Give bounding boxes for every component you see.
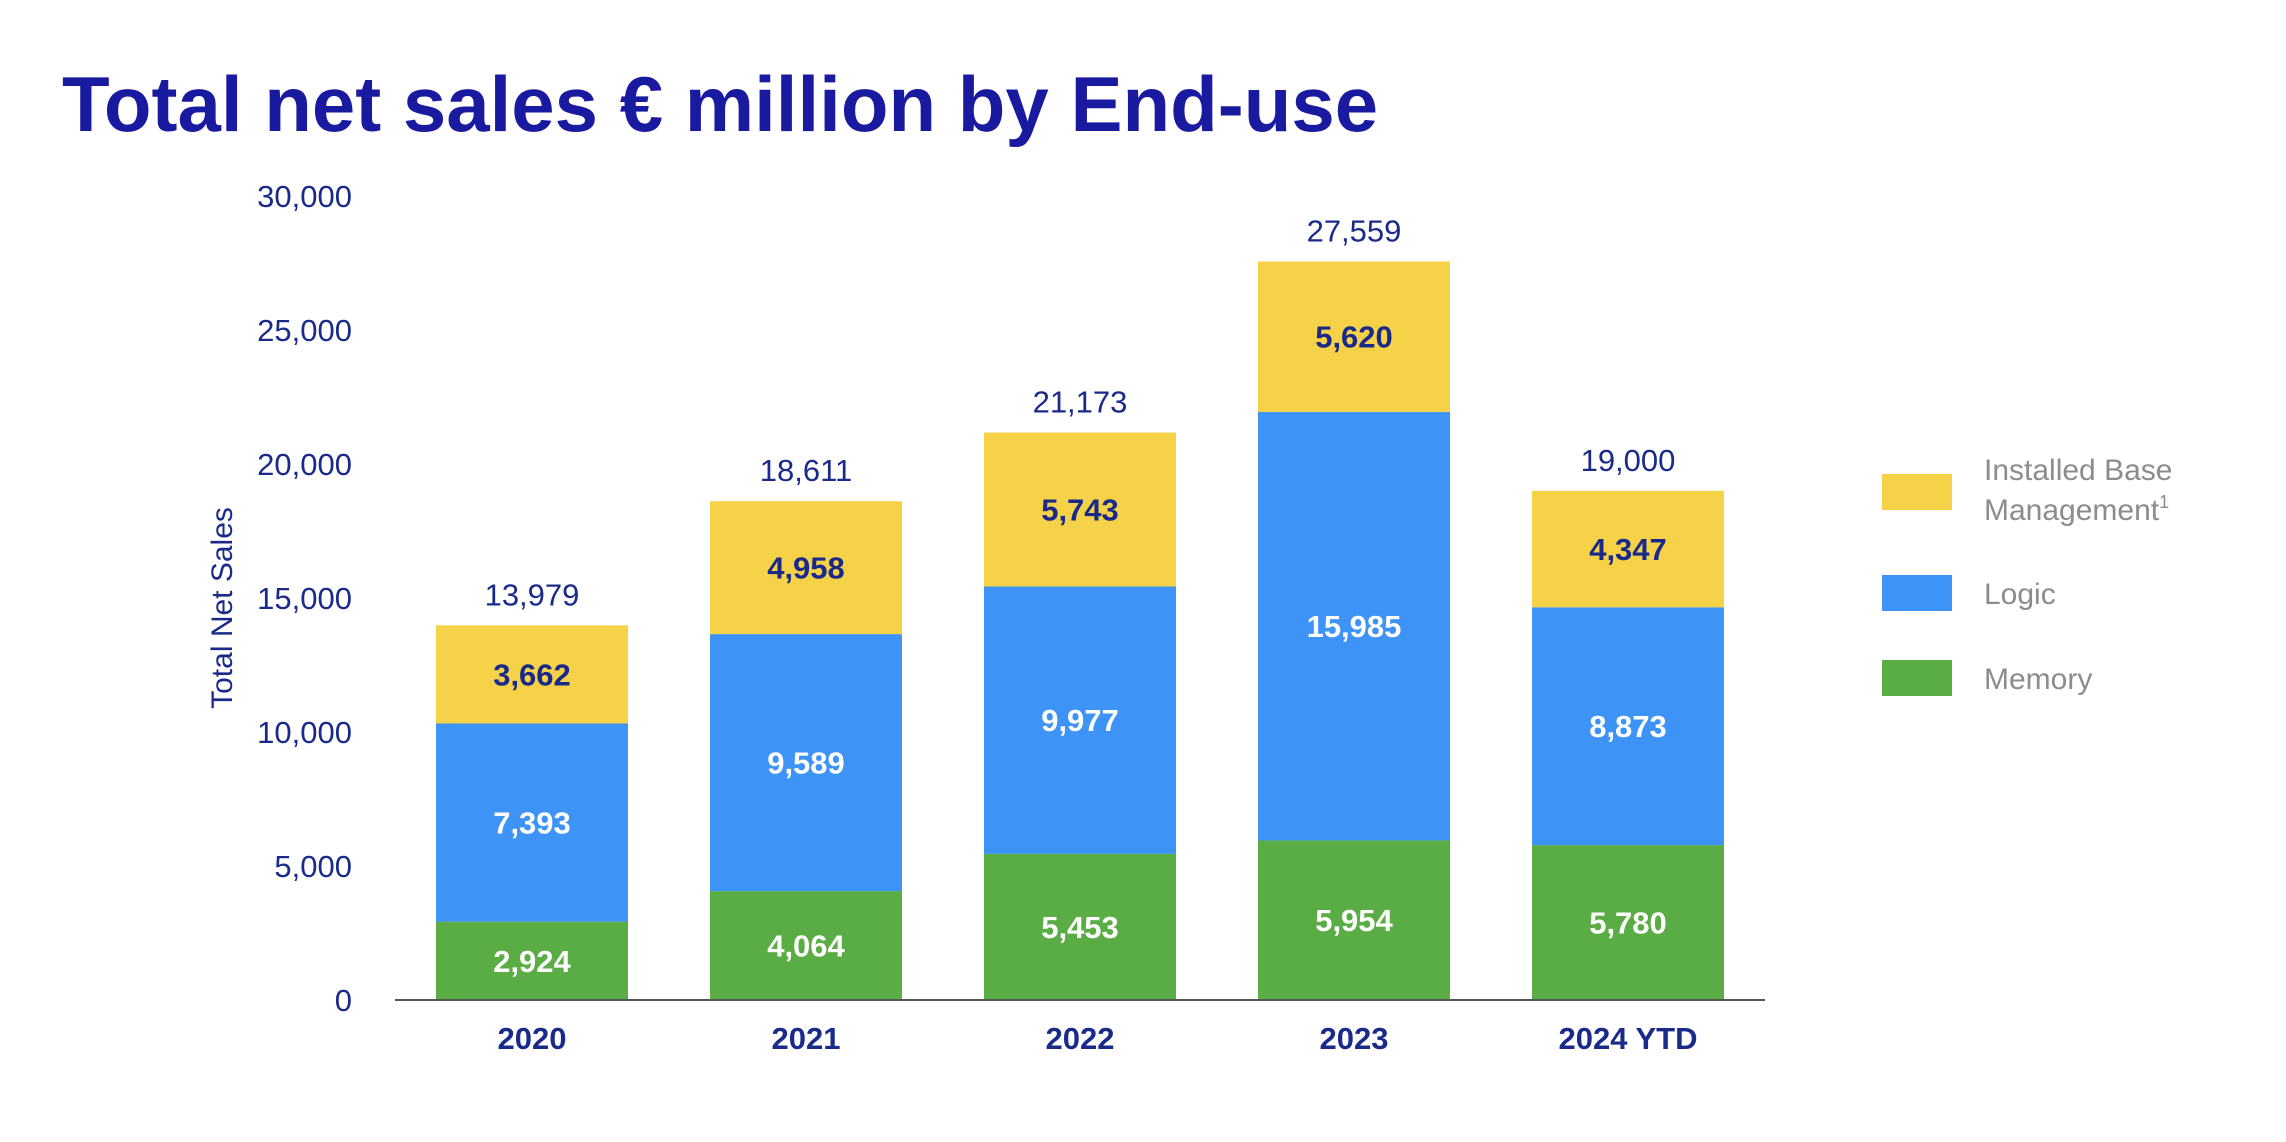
legend-label: Logic — [1984, 578, 2056, 611]
bar-total-label: 19,000 — [1581, 443, 1676, 478]
bar-value-label: 4,958 — [767, 551, 845, 586]
legend: Installed Base Management1 Logic Memory — [1882, 454, 2172, 696]
x-tick-label: 2021 — [772, 1021, 841, 1056]
y-axis-label: Total Net Sales — [206, 507, 239, 709]
bar-segment-memory — [984, 853, 1176, 1000]
bar-segment-logic — [984, 586, 1176, 854]
bar-segment-logic — [1532, 607, 1724, 846]
x-axis: 2020 2021 2022 2023 2024 YTD — [395, 999, 1765, 1056]
bar-value-label: 9,977 — [1041, 703, 1119, 738]
bar-total-label: 27,559 — [1307, 213, 1402, 248]
legend-item: Installed Base Management1 — [1882, 454, 2172, 527]
bar-total-label: 18,611 — [760, 453, 853, 488]
legend-superscript: 1 — [2159, 492, 2169, 512]
bar-segment-logic — [710, 634, 902, 892]
bars: 2,924 7,393 3,662 13,979 4,064 9,589 4,958 18,6… — [436, 213, 1724, 1000]
bar-segment-installed-base-management — [1532, 490, 1724, 608]
x-tick-label: 2024 YTD — [1558, 1021, 1697, 1056]
legend-swatch — [1882, 660, 1952, 696]
legend-swatch — [1882, 575, 1952, 611]
y-tick-label: 25,000 — [257, 313, 352, 348]
bar-value-label: 5,743 — [1041, 493, 1119, 528]
bar-segment-installed-base-management — [436, 625, 628, 724]
legend-swatch — [1882, 474, 1952, 510]
bar-total-label: 21,173 — [1033, 385, 1128, 420]
y-tick-label: 20,000 — [257, 447, 352, 482]
legend-item: Logic — [1882, 575, 2056, 611]
bar-segment-memory — [1532, 845, 1724, 1000]
bar-value-label: 9,589 — [767, 746, 845, 781]
bar-segment-installed-base-management — [984, 432, 1176, 587]
bar-value-label: 5,780 — [1589, 906, 1667, 941]
legend-label: Management1 — [1984, 492, 2169, 527]
y-axis: Total Net Sales 0 5,000 10,000 15,000 20,000 2… — [206, 179, 352, 1018]
bar-value-label: 4,064 — [767, 929, 845, 964]
bar-segment-installed-base-management — [710, 501, 902, 635]
bar-total-label: 13,979 — [485, 577, 580, 612]
y-tick-label: 15,000 — [257, 581, 352, 616]
bar-value-label: 5,620 — [1315, 320, 1393, 355]
bar-segment-memory — [1258, 840, 1450, 1000]
legend-label: Installed Base — [1984, 454, 2172, 487]
y-tick-label: 0 — [335, 983, 352, 1018]
legend-item: Memory — [1882, 660, 2092, 696]
x-tick-label: 2023 — [1320, 1021, 1389, 1056]
bar-value-label: 7,393 — [493, 806, 571, 841]
x-tick-label: 2020 — [498, 1021, 567, 1056]
bar-segment-memory — [710, 891, 902, 1000]
bar-stack: 5,453 9,977 5,743 21,173 — [984, 385, 1176, 1000]
bar-segment-memory — [436, 921, 628, 1000]
bar-value-label: 5,453 — [1041, 910, 1119, 945]
page-title: Total net sales € million by End-use — [62, 60, 1379, 148]
bar-value-label: 4,347 — [1589, 532, 1667, 567]
y-tick-label: 5,000 — [274, 849, 352, 884]
y-tick-label: 30,000 — [257, 179, 352, 214]
bar-stack: 5,780 8,873 4,347 19,000 — [1532, 443, 1724, 1000]
legend-label: Memory — [1984, 663, 2092, 696]
bar-segment-logic — [436, 723, 628, 922]
bar-value-label: 2,924 — [493, 944, 571, 979]
bar-value-label: 3,662 — [493, 657, 571, 692]
bar-segment-installed-base-management — [1258, 261, 1450, 413]
bar-value-label: 8,873 — [1589, 709, 1667, 744]
bar-stack: 2,924 7,393 3,662 13,979 — [436, 577, 628, 1000]
bar-value-label: 5,954 — [1315, 903, 1393, 938]
x-tick-label: 2022 — [1046, 1021, 1115, 1056]
y-tick-label: 10,000 — [257, 715, 352, 750]
bar-stack: 5,954 15,985 5,620 27,559 — [1258, 213, 1450, 1000]
bar-stack: 4,064 9,589 4,958 18,611 — [710, 453, 902, 1000]
bar-segment-logic — [1258, 412, 1450, 841]
bar-value-label: 15,985 — [1307, 609, 1402, 644]
